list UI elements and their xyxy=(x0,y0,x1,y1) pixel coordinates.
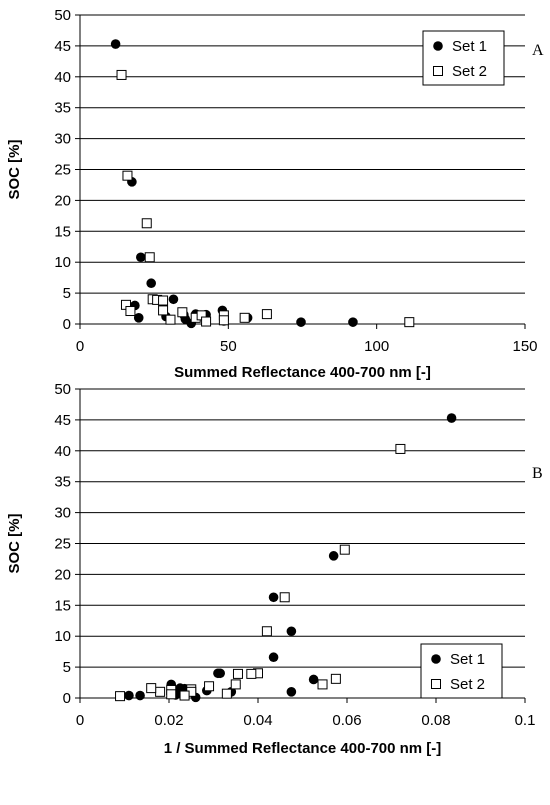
data-point-set-2 xyxy=(155,686,166,697)
data-point-set-1 xyxy=(146,278,156,289)
y-tick-label: 10 xyxy=(54,254,71,271)
data-point-set-2 xyxy=(246,668,257,679)
data-point-set-2 xyxy=(158,295,169,306)
data-point-set-1 xyxy=(110,39,121,49)
x-tick-label: 0 xyxy=(76,338,84,355)
data-point-set-1 xyxy=(175,683,185,693)
data-point-set-2 xyxy=(166,689,177,700)
data-point-set-2 xyxy=(158,305,169,316)
y-tick-label: 25 xyxy=(54,162,71,179)
y-tick-label: 35 xyxy=(54,100,71,117)
data-point-set-1 xyxy=(328,551,339,561)
panel-label: B xyxy=(532,465,543,482)
data-point-set-2 xyxy=(125,306,136,317)
data-point-set-2 xyxy=(122,170,133,181)
chart-b: 0 5 10 15 20 25 30 35 40 45 50 0 0.02 0.04 0.06 0.08 0.1… xyxy=(6,381,543,757)
legend: Set 1 Set 2 xyxy=(420,643,503,699)
panel-label: A xyxy=(532,42,544,59)
x-tick-label: 0.02 xyxy=(154,712,183,729)
data-point-set-1 xyxy=(446,413,457,423)
legend-marker-set-1 xyxy=(431,654,441,664)
legend: Set 1 Set 2 xyxy=(422,30,505,86)
data-point-set-1 xyxy=(268,652,279,663)
y-tick-label: 0 xyxy=(63,316,71,333)
data-point-set-2 xyxy=(221,688,232,699)
data-point-set-1 xyxy=(136,252,146,263)
data-point-set-1 xyxy=(296,317,306,327)
data-point-set-2 xyxy=(116,69,127,80)
data-point-set-1 xyxy=(168,294,179,305)
data-point-set-2 xyxy=(239,312,250,323)
data-point-set-1 xyxy=(124,690,134,701)
x-tick-label: 0.06 xyxy=(332,712,361,729)
y-tick-label: 0 xyxy=(63,690,71,707)
y-tick-label: 40 xyxy=(54,69,71,86)
legend-label: Set 2 xyxy=(452,63,487,80)
data-point-set-2 xyxy=(144,252,155,263)
y-tick-label: 20 xyxy=(54,566,71,583)
legend-label: Set 1 xyxy=(450,651,485,668)
y-tick-label: 50 xyxy=(54,381,71,398)
data-point-set-2 xyxy=(179,690,190,701)
data-point-set-2 xyxy=(201,316,212,327)
x-tick-label: 150 xyxy=(512,338,537,355)
data-point-set-1 xyxy=(286,626,297,637)
data-point-set-1 xyxy=(348,317,358,327)
data-point-set-2 xyxy=(165,314,176,325)
data-point-set-1 xyxy=(133,313,144,323)
data-point-set-2 xyxy=(404,317,415,328)
chart-a: 0 5 10 15 20 25 30 35 40 45 50 0 50 100 150 Summed Refl… xyxy=(6,7,544,381)
y-tick-label: 30 xyxy=(54,505,71,522)
data-point-set-2 xyxy=(141,218,152,229)
legend-marker-set-2 xyxy=(431,679,441,689)
y-tick-label: 25 xyxy=(54,536,71,553)
legend-marker-set-2 xyxy=(433,66,443,76)
y-tick-label: 10 xyxy=(54,628,71,645)
data-point-set-2 xyxy=(261,626,272,637)
data-point-set-2 xyxy=(218,315,229,326)
data-point-set-2 xyxy=(230,679,241,690)
data-point-set-2 xyxy=(317,679,328,690)
data-point-set-2 xyxy=(330,673,341,684)
y-tick-label: 40 xyxy=(54,443,71,460)
y-tick-label: 45 xyxy=(54,412,71,429)
y-tick-label: 50 xyxy=(54,7,71,24)
y-tick-label: 5 xyxy=(63,659,71,676)
y-axis-label: SOC [%] xyxy=(6,513,23,573)
legend-label: Set 2 xyxy=(450,676,485,693)
data-point-set-1 xyxy=(308,674,319,685)
x-tick-label: 0.04 xyxy=(243,712,272,729)
x-tick-label: 50 xyxy=(220,338,237,355)
x-tick-label: 100 xyxy=(364,338,389,355)
x-tick-label: 0.1 xyxy=(515,712,536,729)
data-point-set-2 xyxy=(279,592,290,603)
legend-marker-set-1 xyxy=(433,41,443,51)
y-tick-label: 45 xyxy=(54,38,71,55)
data-point-set-2 xyxy=(232,668,243,679)
y-tick-label: 20 xyxy=(54,192,71,209)
x-axis-label: Summed Reflectance 400-700 nm [-] xyxy=(174,364,431,381)
data-point-set-2 xyxy=(261,309,272,320)
data-point-set-1 xyxy=(268,592,279,603)
y-tick-label: 35 xyxy=(54,474,71,491)
x-tick-label: 0 xyxy=(76,712,84,729)
data-point-set-1 xyxy=(286,687,297,697)
data-point-set-2 xyxy=(146,683,157,694)
data-point-set-2 xyxy=(115,691,126,702)
x-tick-label: 0.08 xyxy=(421,712,450,729)
y-tick-label: 15 xyxy=(54,597,71,614)
data-point-set-2 xyxy=(395,443,406,454)
y-tick-label: 30 xyxy=(54,131,71,148)
data-point-set-2 xyxy=(339,544,350,555)
y-axis-label: SOC [%] xyxy=(6,139,23,199)
data-point-set-2 xyxy=(177,307,188,318)
legend-label: Set 1 xyxy=(452,38,487,55)
y-tick-label: 5 xyxy=(63,285,71,302)
data-point-set-1 xyxy=(135,690,145,701)
data-point-set-2 xyxy=(204,681,215,692)
x-axis-label: 1 / Summed Reflectance 400-700 nm [-] xyxy=(164,740,442,757)
data-point-set-1 xyxy=(215,668,225,679)
y-tick-label: 15 xyxy=(54,223,71,240)
